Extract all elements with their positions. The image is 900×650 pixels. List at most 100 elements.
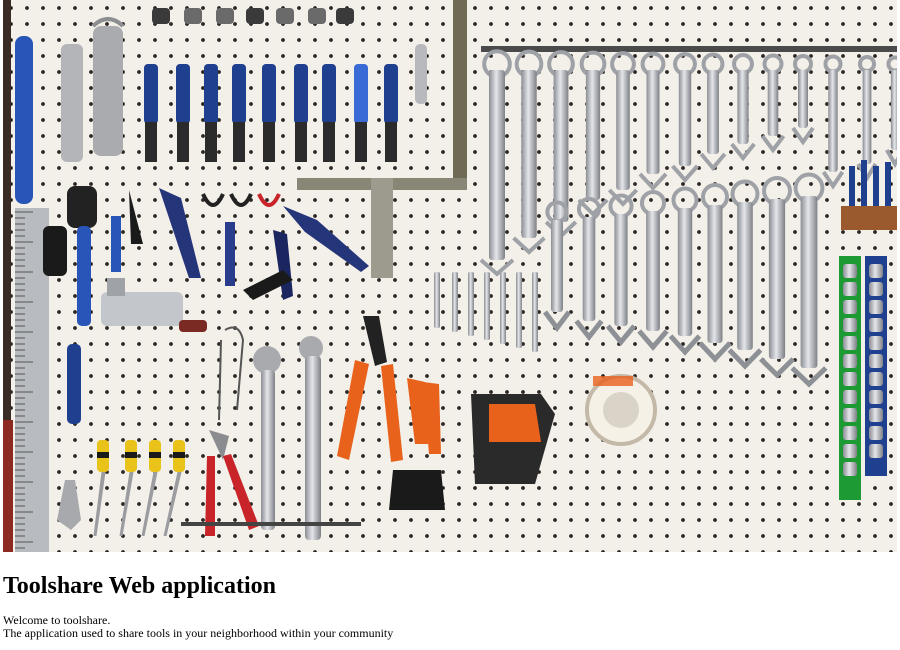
combination-wrenches-medium [543,172,828,388]
hero-image [3,0,897,552]
red-bin-edge [3,420,13,552]
cone-wrench-large [61,17,125,162]
screwdriver-band [125,452,137,458]
combination-wrenches-small [434,272,538,352]
wrench-shaft [707,205,723,343]
socket [869,390,883,404]
cone-wrench-handle [176,64,190,124]
wrench-open-end [791,126,815,146]
pliers-small [57,480,81,530]
combination-wrenches-large [479,49,897,277]
cone-wrench-jaw [323,122,335,162]
socket-cup [246,8,264,24]
small-spanner [415,44,427,104]
cone-wrench-handle [232,64,246,124]
t-handle-tool [297,0,467,278]
ratchet-handles [253,336,323,540]
socket-cup [184,8,202,24]
wrench-open-end [512,236,546,255]
socket [869,372,883,386]
screwdriver-shaft [93,472,106,536]
cone-wrench-jaw [263,122,275,162]
wrench-small [532,272,538,352]
screwdriver-block [841,160,897,230]
hooks-row [201,193,281,207]
socket [869,318,883,332]
wrench-open-end [821,170,845,190]
wrench-shaft [828,70,838,172]
cone-wrench-handle [322,64,336,124]
wrench-shaft [768,199,786,359]
wrench-shaft [800,196,818,368]
wrench-open-end [759,357,795,379]
wrench-shaft [614,214,628,326]
wrench-shaft [582,217,596,321]
blue-handle-tool [67,344,81,424]
wire-hook [218,326,245,421]
wrench-small [500,272,506,344]
bolt-cutter [337,316,403,462]
cone-wrench-jaw [177,122,189,162]
wrench-shaft [862,70,872,164]
brake-tools [111,188,235,286]
cone-wrench-handle [354,64,368,124]
wrench-open-end [790,366,828,388]
wrench-small [484,272,490,340]
wrench-shaft [553,70,569,222]
wrench-small [452,272,458,332]
wrench-shaft [737,70,749,144]
socket [869,300,883,314]
wrench-shaft [890,70,897,150]
screwdriver-band [149,452,161,458]
wrench-open-end [479,258,515,277]
cone-wrench-handle [294,64,308,124]
wrench-open-end [730,142,756,162]
socket-cup [336,8,354,24]
wrench-rail-top [481,46,897,52]
wrench-shaft [585,70,601,200]
wrench-open-end [543,310,571,333]
screwdriver-band [97,452,109,458]
rivet-tool [389,378,445,510]
socket [869,336,883,350]
screwdriver-shaft [141,472,158,536]
chain-tool-silver [101,278,207,332]
wrench-shaft [678,70,692,166]
socket [869,426,883,440]
socket-cup [308,8,326,24]
wrench-open-end [668,334,702,356]
screwdriver-band [173,452,185,458]
wrench-open-end [577,198,609,217]
socket [843,462,857,476]
cable-cutter-blue [243,206,369,300]
screwdrivers-yellow [93,440,185,536]
socket [843,426,857,440]
blue-cone-wrenches [144,64,398,162]
wrench-open-end [699,152,727,172]
wrench-shaft [707,70,719,154]
cone-wrench-jaw [385,122,397,162]
wrench-shaft [616,70,630,190]
wrench-open-end [638,172,668,191]
lower-rail [181,522,361,526]
wrench-shaft [646,211,660,331]
wrench-open-end [671,164,699,184]
tagline-text: The application used to share tools in y… [3,626,394,640]
welcome-text: Welcome to toolshare. [3,613,111,627]
socket-cup [276,8,294,24]
wrench-open-end [637,329,669,351]
wrench-open-end [698,341,732,363]
wrench-open-end [574,319,604,342]
board-edge [3,0,11,552]
wrench-shaft [767,70,779,136]
socket [843,390,857,404]
socket [843,408,857,422]
cone-wrench-jaw [205,122,217,162]
cone-wrench-handle [204,64,218,124]
cone-wrench-jaw [145,122,157,162]
wrench-small [468,272,474,336]
socket [869,264,883,278]
wrench-open-end [727,348,763,370]
socket [843,372,857,386]
screwdriver-shaft [163,472,182,536]
